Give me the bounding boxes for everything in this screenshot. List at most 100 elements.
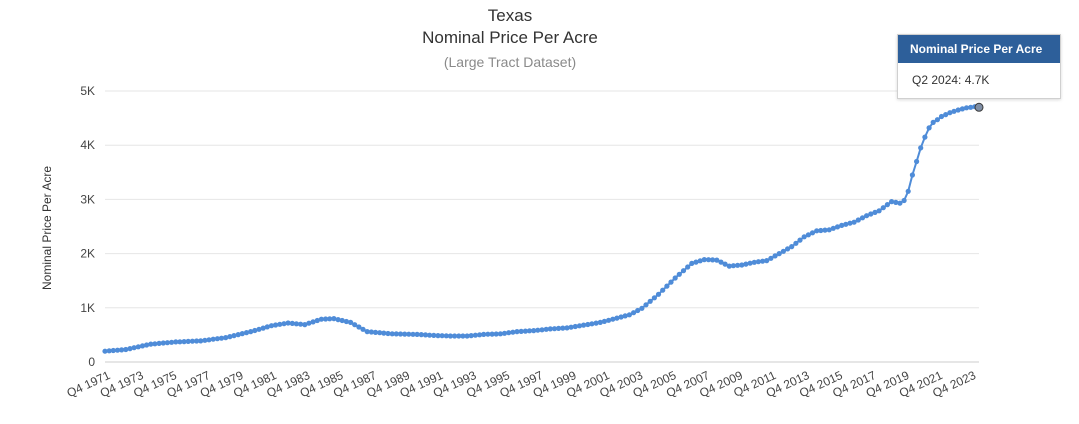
data-point[interactable] xyxy=(893,199,899,205)
data-point[interactable] xyxy=(676,271,682,277)
data-point[interactable] xyxy=(231,333,237,339)
data-point[interactable] xyxy=(264,324,270,330)
data-point[interactable] xyxy=(785,246,791,252)
data-point[interactable] xyxy=(526,328,533,334)
data-point[interactable] xyxy=(705,257,712,263)
data-point[interactable] xyxy=(402,331,408,337)
data-point[interactable] xyxy=(123,346,129,353)
data-point[interactable] xyxy=(393,331,399,337)
data-point[interactable] xyxy=(809,230,816,236)
data-point[interactable] xyxy=(173,339,179,345)
data-point[interactable] xyxy=(622,313,628,319)
data-point[interactable] xyxy=(672,275,678,281)
data-point[interactable] xyxy=(963,105,970,111)
data-point[interactable] xyxy=(148,341,154,347)
data-point[interactable] xyxy=(639,305,645,311)
data-point[interactable] xyxy=(947,110,953,116)
data-point[interactable] xyxy=(830,225,836,231)
data-point[interactable] xyxy=(868,211,874,217)
data-point[interactable] xyxy=(905,188,911,194)
data-point[interactable] xyxy=(851,219,857,225)
data-point[interactable] xyxy=(797,237,803,243)
data-point[interactable] xyxy=(751,259,757,265)
data-point[interactable] xyxy=(589,321,595,327)
data-point[interactable] xyxy=(364,329,370,335)
data-point[interactable] xyxy=(618,314,624,320)
data-point[interactable] xyxy=(805,232,812,238)
data-point[interactable] xyxy=(356,324,362,330)
data-point[interactable] xyxy=(822,227,828,233)
data-point[interactable] xyxy=(464,333,470,339)
data-point[interactable] xyxy=(689,260,695,266)
data-point[interactable] xyxy=(431,332,437,338)
data-point[interactable] xyxy=(697,258,703,264)
data-point[interactable] xyxy=(585,321,591,328)
data-point[interactable] xyxy=(914,158,920,165)
data-point[interactable] xyxy=(323,316,329,322)
data-point[interactable] xyxy=(227,334,233,340)
data-point[interactable] xyxy=(289,320,295,326)
data-point[interactable] xyxy=(139,343,146,349)
data-point[interactable] xyxy=(343,318,349,325)
data-point[interactable] xyxy=(418,332,424,338)
data-point[interactable] xyxy=(664,283,670,289)
data-point[interactable] xyxy=(614,315,620,321)
data-point[interactable] xyxy=(714,257,720,263)
data-point[interactable] xyxy=(156,340,162,346)
data-point[interactable] xyxy=(481,331,487,337)
data-point[interactable] xyxy=(389,331,395,337)
data-point[interactable] xyxy=(685,264,691,270)
data-point[interactable] xyxy=(443,333,449,339)
data-point[interactable] xyxy=(943,112,949,118)
data-point[interactable] xyxy=(726,263,732,269)
data-point[interactable] xyxy=(185,338,191,344)
data-point[interactable] xyxy=(597,319,603,325)
data-point[interactable] xyxy=(730,263,737,269)
data-point[interactable] xyxy=(352,322,358,328)
data-point[interactable] xyxy=(747,260,753,266)
data-point[interactable] xyxy=(631,310,637,316)
data-point[interactable] xyxy=(248,329,254,335)
data-point[interactable] xyxy=(277,321,283,327)
data-point[interactable] xyxy=(214,336,220,342)
data-point[interactable] xyxy=(651,295,658,301)
data-point[interactable] xyxy=(610,316,616,322)
data-point[interactable] xyxy=(306,320,312,326)
data-point[interactable] xyxy=(710,257,716,263)
data-point[interactable] xyxy=(435,333,441,339)
data-point[interactable] xyxy=(789,244,795,250)
data-point[interactable] xyxy=(593,320,599,326)
data-point[interactable] xyxy=(206,337,212,343)
data-point[interactable] xyxy=(581,322,587,328)
data-point[interactable] xyxy=(793,240,799,246)
data-point[interactable] xyxy=(693,259,699,265)
data-point[interactable] xyxy=(318,316,324,322)
data-point[interactable] xyxy=(930,119,936,125)
data-point[interactable] xyxy=(368,329,374,335)
highlighted-data-point[interactable] xyxy=(974,102,984,112)
data-point[interactable] xyxy=(298,321,304,327)
data-point[interactable] xyxy=(959,106,966,112)
data-point[interactable] xyxy=(119,347,125,353)
data-point[interactable] xyxy=(897,200,903,206)
data-point[interactable] xyxy=(256,326,262,332)
data-point[interactable] xyxy=(252,327,258,334)
data-point[interactable] xyxy=(447,333,453,339)
data-point[interactable] xyxy=(701,257,707,263)
data-point[interactable] xyxy=(872,209,878,215)
data-point[interactable] xyxy=(968,104,974,110)
data-point[interactable] xyxy=(955,107,961,113)
data-point[interactable] xyxy=(381,330,387,336)
data-point[interactable] xyxy=(531,328,537,334)
data-point[interactable] xyxy=(177,339,183,345)
data-point[interactable] xyxy=(243,330,250,336)
data-point[interactable] xyxy=(764,258,770,264)
data-point[interactable] xyxy=(535,327,541,333)
data-point[interactable] xyxy=(934,117,941,123)
data-point[interactable] xyxy=(169,339,175,345)
data-point[interactable] xyxy=(547,326,553,332)
data-point[interactable] xyxy=(539,327,545,333)
data-point[interactable] xyxy=(493,331,499,337)
data-point[interactable] xyxy=(780,248,787,254)
data-point[interactable] xyxy=(472,332,478,338)
